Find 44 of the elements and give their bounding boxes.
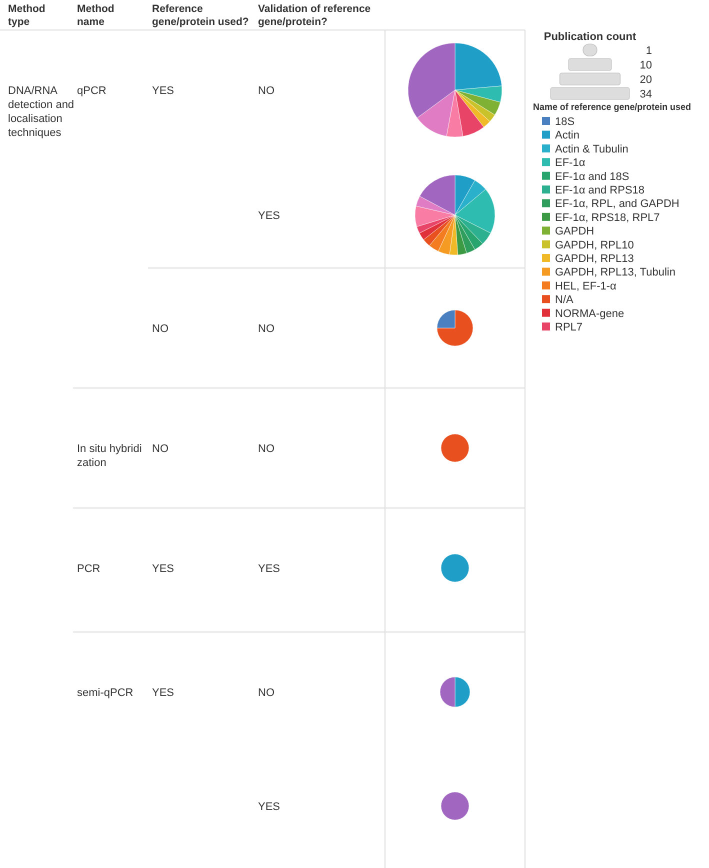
text: 20 (640, 74, 652, 86)
text: Method name (77, 3, 114, 28)
category-label: NORMA-gene (555, 308, 624, 320)
text: DNA/RNA detection and localisation techniques (8, 85, 74, 139)
text: NO (258, 85, 275, 97)
text: semi-qPCR (77, 687, 134, 699)
text: NO (258, 323, 275, 335)
text: NO (258, 687, 275, 699)
category-label: HEL, EF-1-α (555, 280, 618, 292)
category-label: GAPDH, RPL13 (555, 253, 634, 265)
category-label: N/A (555, 294, 574, 306)
text: YES (152, 563, 174, 575)
text: YES (152, 687, 174, 699)
category-label: RPL7 (555, 322, 583, 334)
category-label: EF-1α and 18S (555, 170, 630, 183)
category-label: 18S (555, 116, 575, 128)
category-label: GAPDH, RPL13, Tubulin (555, 266, 676, 279)
category-label: Actin & Tubulin (555, 143, 628, 156)
text: PCR (77, 563, 100, 575)
text: YES (258, 210, 280, 222)
text: Reference gene/protein used? (152, 3, 249, 28)
text: YES (258, 801, 280, 813)
text: NO (258, 443, 275, 455)
text: Validation of reference gene/protein? (258, 3, 371, 28)
text: YES (258, 563, 280, 575)
text: 10 (640, 60, 652, 72)
pie-slice (436, 310, 474, 346)
text: Method type (8, 3, 46, 28)
category-label: EF-1α, RPL, and GAPDH (555, 198, 680, 210)
category-label: Actin (555, 130, 580, 142)
category-label: GAPDH, RPL10 (555, 239, 634, 252)
text: NO (152, 443, 169, 455)
text: 1 (646, 45, 652, 57)
text: Publication count (544, 31, 636, 43)
category-label: EF-1α (555, 157, 586, 170)
category-label: EF-1α, RPS18, RPL7 (555, 212, 660, 224)
text: In situ hybridization (77, 443, 142, 469)
text: qPCR (77, 85, 106, 97)
text: YES (152, 85, 174, 97)
text: 34 (640, 88, 652, 100)
legend-title: Name of reference gene/protein used (533, 102, 700, 113)
category-label: GAPDH (555, 226, 594, 238)
text: NO (152, 323, 169, 335)
category-label: EF-1α and RPS18 (555, 184, 645, 196)
